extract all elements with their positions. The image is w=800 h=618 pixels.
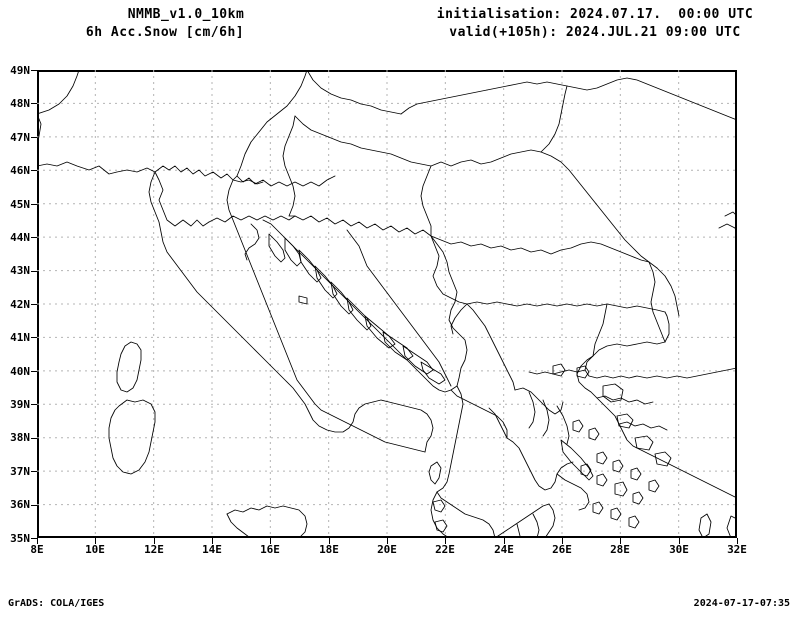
ytick-label: 44N bbox=[10, 231, 30, 244]
xtick-label: 32E bbox=[727, 543, 747, 556]
generation-timestamp: 2024-07-17-07:35 bbox=[693, 598, 790, 609]
valid-time-text: valid(+105h): 2024.JUL.21 09:00 UTC bbox=[449, 25, 741, 40]
map-canvas bbox=[37, 70, 737, 538]
xtick bbox=[95, 538, 97, 544]
ytick-label: 42N bbox=[10, 298, 30, 311]
xtick bbox=[737, 538, 738, 544]
map-plot-area bbox=[31, 70, 738, 544]
ytick bbox=[31, 136, 37, 138]
xtick-label: 12E bbox=[144, 543, 164, 556]
xtick-label: 22E bbox=[435, 543, 455, 556]
ytick bbox=[31, 70, 37, 71]
initialisation-text: initialisation: 2024.07.17. 00:00 UTC bbox=[436, 7, 754, 22]
xtick-label: 14E bbox=[202, 543, 222, 556]
xtick bbox=[620, 538, 622, 544]
ytick bbox=[31, 370, 37, 372]
xtick-label: 30E bbox=[669, 543, 689, 556]
ytick bbox=[31, 337, 37, 339]
ytick-label: 49N bbox=[10, 64, 30, 77]
ytick-label: 48N bbox=[10, 97, 30, 110]
ytick-label: 35N bbox=[10, 532, 30, 545]
ytick-label: 46N bbox=[10, 164, 30, 177]
ytick bbox=[31, 304, 37, 305]
xtick bbox=[562, 538, 563, 544]
ytick bbox=[31, 103, 37, 105]
header-right-block: initialisation: 2024.07.17. 00:00 UTC va… bbox=[400, 6, 790, 42]
xtick-label: 28E bbox=[610, 543, 630, 556]
ytick-label: 37N bbox=[10, 465, 30, 478]
ytick-label: 39N bbox=[10, 398, 30, 411]
xtick-label: 16E bbox=[260, 543, 280, 556]
xtick bbox=[445, 538, 447, 544]
ytick bbox=[31, 437, 37, 439]
ytick bbox=[31, 237, 37, 239]
xtick bbox=[387, 538, 388, 544]
ytick bbox=[31, 471, 37, 473]
xtick bbox=[328, 538, 330, 544]
xtick bbox=[153, 538, 155, 544]
ytick bbox=[31, 203, 37, 205]
xtick-label: 18E bbox=[319, 543, 339, 556]
geography-layer bbox=[37, 70, 737, 538]
xtick bbox=[270, 538, 272, 544]
model-title: NMMB_v1.0_10km bbox=[127, 7, 245, 22]
ytick-label: 38N bbox=[10, 431, 30, 444]
xtick-label: 8E bbox=[30, 543, 44, 556]
ytick bbox=[31, 270, 37, 272]
grads-credit: GrADS: COLA/IGES bbox=[8, 598, 105, 609]
ytick bbox=[31, 170, 37, 172]
xtick-label: 26E bbox=[552, 543, 572, 556]
xtick bbox=[503, 538, 505, 544]
xtick bbox=[212, 538, 213, 544]
ytick-label: 43N bbox=[10, 264, 30, 277]
ytick-label: 36N bbox=[10, 498, 30, 511]
xtick-label: 24E bbox=[494, 543, 514, 556]
ytick bbox=[31, 404, 37, 406]
xtick-label: 10E bbox=[85, 543, 105, 556]
ytick-label: 45N bbox=[10, 198, 30, 211]
ytick-label: 40N bbox=[10, 365, 30, 378]
ytick-label: 41N bbox=[10, 331, 30, 344]
xtick-label: 20E bbox=[377, 543, 397, 556]
ytick bbox=[31, 504, 37, 506]
xtick bbox=[37, 538, 38, 544]
xtick bbox=[678, 538, 680, 544]
ytick-label: 47N bbox=[10, 131, 30, 144]
ytick bbox=[31, 538, 37, 539]
field-title: 6h Acc.Snow [cm/6h] bbox=[85, 25, 245, 40]
grid-lines bbox=[37, 70, 737, 538]
header-left-block: NMMB_v1.0_10km 6h Acc.Snow [cm/6h] bbox=[0, 6, 330, 42]
